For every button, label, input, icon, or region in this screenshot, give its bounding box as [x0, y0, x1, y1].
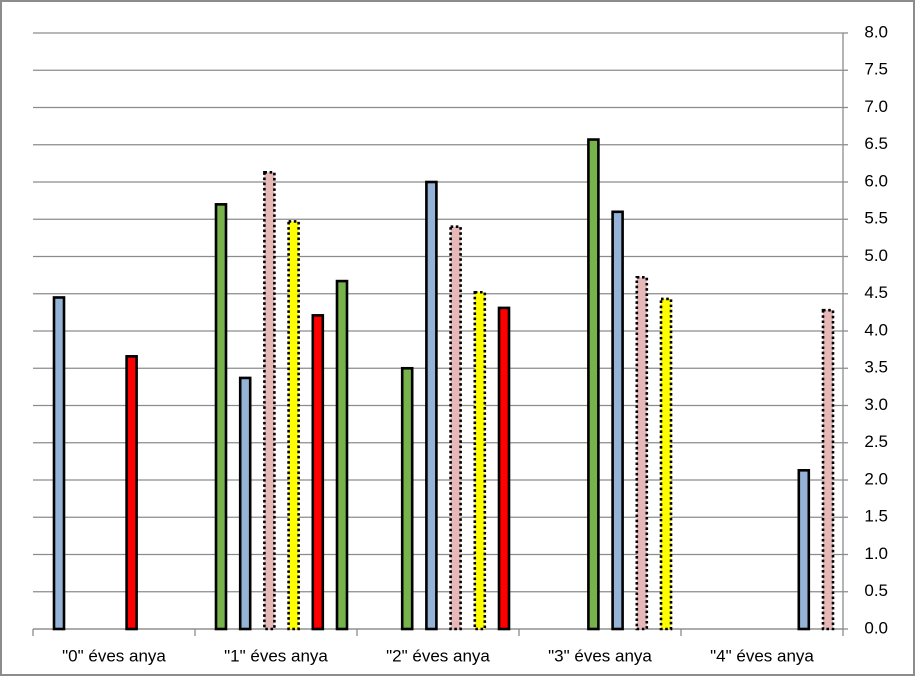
- bar: [311, 314, 325, 631]
- y-tick-label: 5.5: [864, 209, 888, 228]
- y-tick-label: 0.0: [864, 618, 888, 637]
- y-tick-label: 6.0: [864, 171, 888, 190]
- bar: [611, 210, 624, 631]
- bar: [797, 469, 811, 631]
- bar: [659, 297, 673, 631]
- bar: [335, 279, 349, 631]
- y-tick-label: 4.0: [864, 320, 888, 339]
- y-tick-label: 7.5: [864, 60, 888, 79]
- y-tick-label: 2.5: [864, 432, 888, 451]
- y-tick-label: 8.0: [864, 22, 888, 41]
- y-tick-label: 4.5: [864, 283, 888, 302]
- bar: [587, 138, 600, 631]
- y-tick-label: 5.0: [864, 246, 888, 265]
- bar: [635, 276, 649, 631]
- x-tick-label: "4" éves anya: [710, 646, 814, 665]
- bar: [497, 306, 511, 631]
- y-tick-label: 3.0: [864, 395, 888, 414]
- y-tick-label: 3.5: [864, 358, 888, 377]
- bar: [263, 171, 276, 631]
- bar: [821, 308, 835, 631]
- y-tick-label: 1.5: [864, 507, 888, 526]
- y-tick-label: 2.0: [864, 469, 888, 488]
- bar: [52, 296, 66, 631]
- x-tick-label: "0" éves anya: [62, 646, 166, 665]
- x-tick-label: "3" éves anya: [548, 646, 652, 665]
- x-tick-label: "1" éves anya: [224, 646, 328, 665]
- y-tick-label: 6.5: [864, 134, 888, 153]
- bar: [425, 180, 438, 631]
- y-tick-label: 0.5: [864, 581, 888, 600]
- bar: [214, 203, 228, 631]
- bar: [125, 355, 138, 631]
- bar: [449, 225, 462, 631]
- bar: [473, 290, 487, 631]
- bar: [400, 366, 414, 631]
- x-tick-label: "2" éves anya: [386, 646, 490, 665]
- y-tick-label: 7.0: [864, 97, 888, 116]
- bar: [287, 220, 300, 631]
- y-tick-label: 1.0: [864, 544, 888, 563]
- bar: [238, 376, 252, 631]
